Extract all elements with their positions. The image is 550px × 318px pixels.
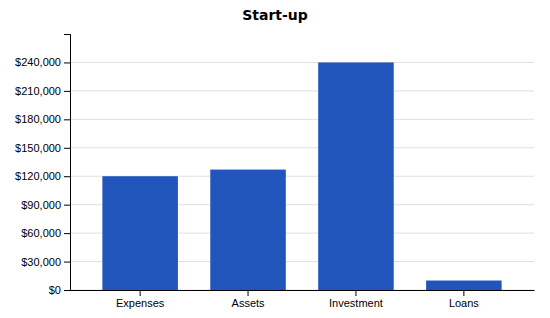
grid-line: [70, 147, 534, 148]
tick-label: $150,000: [15, 142, 61, 154]
y-axis: $0 $30,000 $60,000 $90,000 $120,000 $150,000 $…: [15, 35, 70, 297]
tick-label: $240,000: [15, 56, 61, 68]
tick: $0: [49, 284, 70, 296]
tick-mark: [140, 290, 141, 296]
tick-label: $180,000: [15, 113, 61, 125]
tick-mark: [64, 262, 70, 263]
tick: $180,000: [15, 113, 70, 125]
tick: $30,000: [21, 256, 70, 268]
grid-line: [70, 90, 534, 91]
grid-line: [70, 119, 534, 120]
bar: [426, 281, 502, 290]
tick: Loans: [449, 290, 479, 309]
tick: Expenses: [116, 290, 165, 309]
tick-label: $0: [49, 284, 61, 296]
title: Start-up: [242, 7, 308, 23]
tick: Investment: [329, 290, 383, 309]
tick-mark: [355, 290, 356, 296]
tick-label: $90,000: [21, 199, 61, 211]
tick: $60,000: [21, 227, 70, 239]
grid-line: [70, 62, 534, 63]
tick: $90,000: [21, 199, 70, 211]
tick-mark: [248, 290, 249, 296]
tick-mark: [64, 91, 70, 92]
grid: [70, 62, 534, 290]
tick-mark: [64, 119, 70, 120]
tick-label: $30,000: [21, 256, 61, 268]
tick-mark: [64, 148, 70, 149]
tick: $120,000: [15, 170, 70, 182]
tick-label: Investment: [329, 297, 383, 309]
x-axis: Expenses Assets Investment Loans: [71, 290, 535, 309]
axis-line: [64, 35, 71, 291]
tick-mark: [463, 290, 464, 296]
tick-label: $120,000: [15, 170, 61, 182]
tick-mark: [64, 62, 70, 63]
chart: Start-up$0$30,000$60,000$90,000$120,000$…: [0, 0, 550, 318]
tick-mark: [64, 233, 70, 234]
bar: [210, 170, 286, 290]
tick: $150,000: [15, 142, 70, 154]
tick-label: Loans: [449, 297, 479, 309]
tick: Assets: [232, 290, 266, 309]
bars: [102, 62, 501, 290]
tick-mark: [64, 176, 70, 177]
bar: [102, 176, 178, 290]
tick-mark: [64, 205, 70, 206]
tick-mark: [64, 290, 70, 291]
tick: $240,000: [15, 56, 70, 68]
plot: $0 $30,000 $60,000 $90,000 $120,000 $150,000 $…: [15, 35, 534, 309]
tick: $210,000: [15, 85, 70, 97]
bar: [318, 62, 394, 290]
tick-label: Expenses: [116, 297, 165, 309]
tick-label: Assets: [232, 297, 266, 309]
tick-label: $60,000: [21, 227, 61, 239]
tick-label: $210,000: [15, 85, 61, 97]
